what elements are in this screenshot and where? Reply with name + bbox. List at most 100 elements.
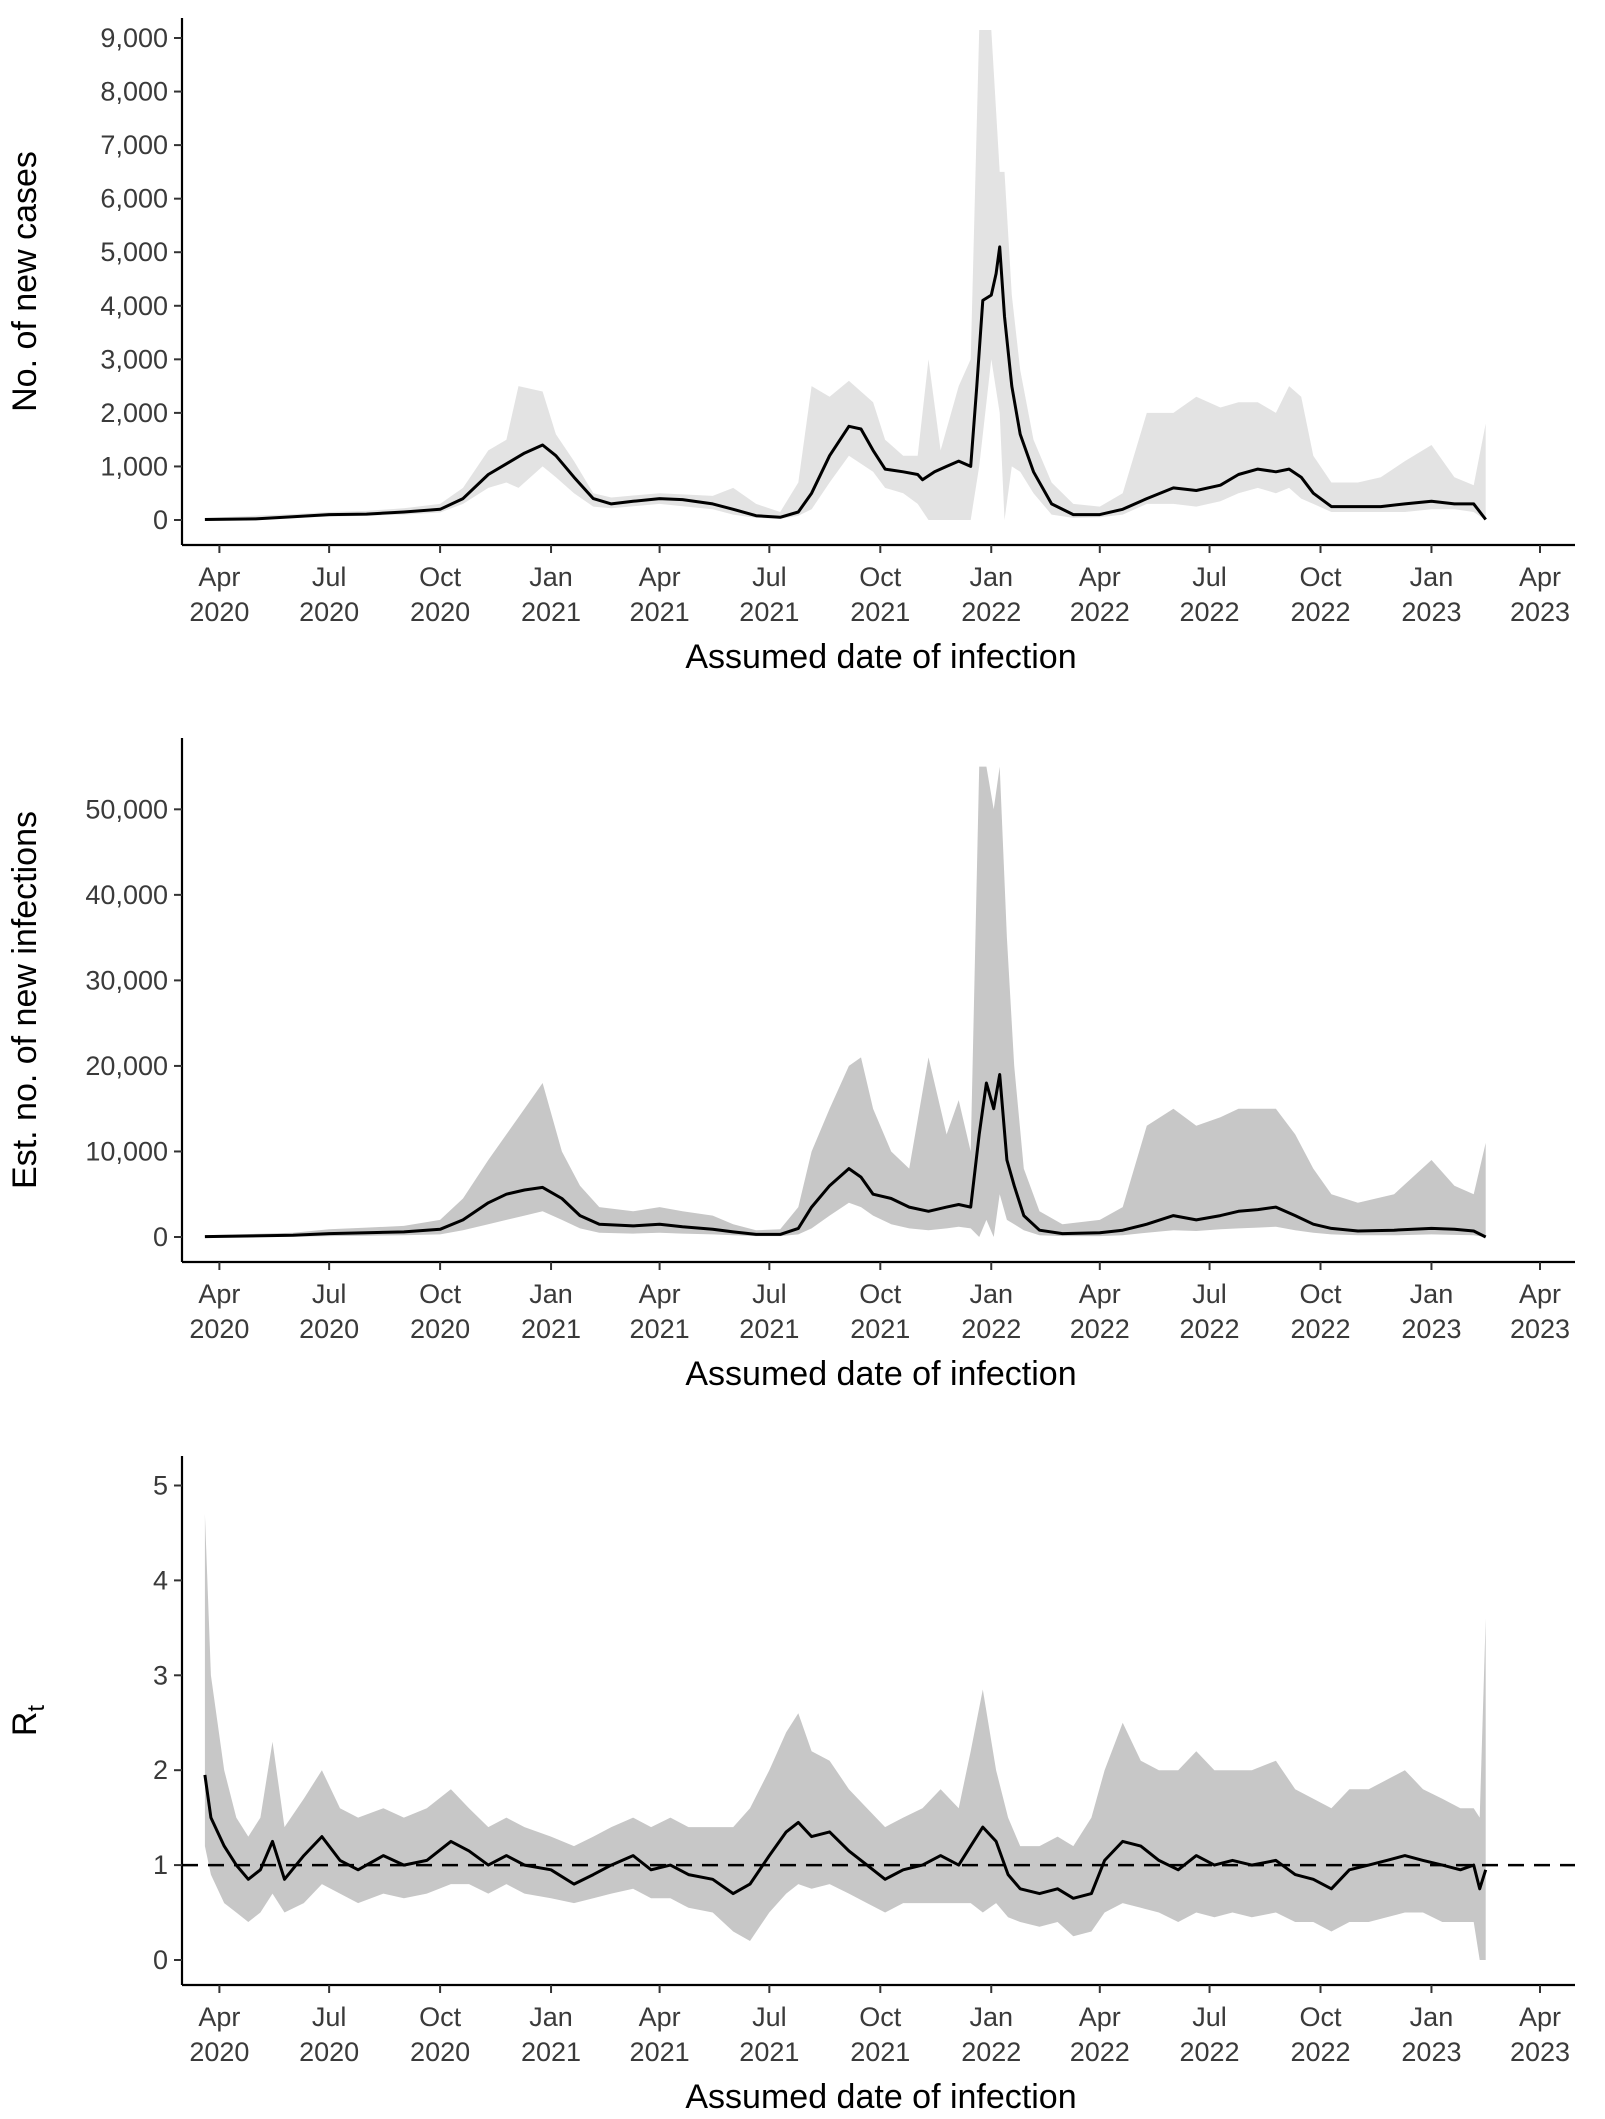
uncertainty-band	[204, 1514, 1486, 1960]
x-tick-month: Oct	[859, 562, 902, 592]
y-tick-label: 4	[153, 1565, 168, 1595]
x-tick-year: 2023	[1510, 1314, 1570, 1344]
y-axis-title: Rt	[6, 1705, 50, 1737]
x-tick-month: Oct	[859, 2002, 902, 2032]
x-axis-title: Assumed date of infection	[685, 2078, 1076, 2116]
x-tick-month: Jan	[529, 1279, 573, 1309]
x-tick-year: 2021	[630, 1314, 690, 1344]
rt-chart: 0 1 2 3 4 5 Apr 2020 Jul 2020 Oct 2020 Jan 2021 Apr 202…	[6, 1456, 1575, 2116]
y-tick-label: 2,000	[100, 398, 168, 428]
x-tick-month: Apr	[1079, 2002, 1121, 2032]
x-tick-month: Jul	[1192, 1279, 1227, 1309]
x-tick-year: 2021	[630, 597, 690, 627]
x-tick-year: 2020	[410, 597, 470, 627]
x-tick-month: Jul	[312, 2002, 347, 2032]
x-tick-year: 2022	[1180, 1314, 1240, 1344]
x-tick-year: 2020	[410, 2037, 470, 2067]
x-tick-month: Apr	[1519, 2002, 1561, 2032]
x-tick-month: Apr	[1519, 1279, 1561, 1309]
y-tick-label: 50,000	[85, 794, 168, 824]
x-tick-year: 2020	[189, 597, 249, 627]
x-tick-year: 2023	[1510, 2037, 1570, 2067]
y-tick-label: 3	[153, 1660, 168, 1690]
x-tick-month: Oct	[419, 562, 462, 592]
y-tick-label: 20,000	[85, 1051, 168, 1081]
x-tick-month: Apr	[198, 1279, 240, 1309]
x-tick-month: Jul	[752, 2002, 787, 2032]
x-tick-month: Oct	[1299, 2002, 1342, 2032]
y-tick-label: 5,000	[100, 237, 168, 267]
y-tick-label: 5	[153, 1470, 168, 1500]
x-tick-month: Jul	[752, 562, 787, 592]
y-tick-label: 4,000	[100, 291, 168, 321]
x-tick-year: 2021	[850, 1314, 910, 1344]
x-tick-month: Jan	[1410, 562, 1454, 592]
x-tick-year: 2022	[1070, 597, 1130, 627]
x-tick-month: Jul	[312, 1279, 347, 1309]
y-tick-label: 1	[153, 1850, 168, 1880]
uncertainty-band	[204, 766, 1486, 1237]
x-axis-title: Assumed date of infection	[685, 638, 1076, 676]
x-tick-year: 2022	[1180, 597, 1240, 627]
y-tick-label: 0	[153, 1945, 168, 1975]
x-tick-month: Apr	[1519, 562, 1561, 592]
y-tick-label: 30,000	[85, 965, 168, 995]
x-tick-year: 2023	[1401, 2037, 1461, 2067]
x-tick-year: 2021	[630, 2037, 690, 2067]
x-tick-year: 2021	[739, 597, 799, 627]
x-tick-year: 2020	[299, 2037, 359, 2067]
y-tick-label: 0	[153, 505, 168, 535]
x-tick-month: Jul	[1192, 562, 1227, 592]
x-tick-year: 2022	[1290, 597, 1350, 627]
x-tick-month: Jan	[969, 562, 1013, 592]
infections-chart: 0 10,000 20,000 30,000 40,000 50,000 Apr 2020 Ju…	[6, 738, 1575, 1393]
x-tick-month: Oct	[1299, 1279, 1342, 1309]
y-tick-label: 2	[153, 1755, 168, 1785]
x-tick-year: 2022	[1180, 2037, 1240, 2067]
x-tick-month: Jan	[1410, 1279, 1454, 1309]
x-tick-year: 2022	[1290, 2037, 1350, 2067]
y-tick-label: 40,000	[85, 880, 168, 910]
x-tick-year: 2022	[1070, 2037, 1130, 2067]
x-tick-year: 2022	[1290, 1314, 1350, 1344]
x-tick-month: Jul	[752, 1279, 787, 1309]
uncertainty-band	[204, 30, 1486, 520]
y-tick-label: 1,000	[100, 451, 168, 481]
x-tick-year: 2023	[1401, 597, 1461, 627]
x-tick-year: 2022	[961, 597, 1021, 627]
x-tick-year: 2020	[410, 1314, 470, 1344]
x-tick-year: 2021	[739, 2037, 799, 2067]
x-tick-month: Oct	[419, 1279, 462, 1309]
x-tick-month: Apr	[639, 2002, 681, 2032]
x-tick-year: 2021	[521, 597, 581, 627]
x-tick-year: 2020	[189, 1314, 249, 1344]
y-axis-title-subscript: t	[23, 1705, 50, 1712]
x-tick-month: Jan	[969, 1279, 1013, 1309]
x-axis-title: Assumed date of infection	[685, 1355, 1076, 1393]
x-tick-month: Apr	[639, 1279, 681, 1309]
x-tick-month: Apr	[198, 562, 240, 592]
estimate-line	[204, 1073, 1487, 1239]
x-tick-year: 2021	[850, 2037, 910, 2067]
x-tick-year: 2023	[1401, 1314, 1461, 1344]
x-tick-year: 2020	[299, 597, 359, 627]
x-tick-year: 2023	[1510, 597, 1570, 627]
x-tick-year: 2022	[961, 1314, 1021, 1344]
x-tick-year: 2020	[189, 2037, 249, 2067]
y-tick-label: 9,000	[100, 23, 168, 53]
y-tick-label: 10,000	[85, 1136, 168, 1166]
y-axis-title: Est. no. of new infections	[6, 811, 44, 1189]
y-tick-label: 3,000	[100, 344, 168, 374]
x-tick-month: Apr	[1079, 562, 1121, 592]
x-tick-year: 2021	[850, 597, 910, 627]
x-tick-month: Oct	[1299, 562, 1342, 592]
x-tick-month: Jan	[969, 2002, 1013, 2032]
x-tick-year: 2021	[521, 1314, 581, 1344]
estimate-line	[204, 245, 1487, 521]
y-axis-title-main: R	[6, 1712, 44, 1737]
x-tick-month: Jan	[529, 562, 573, 592]
x-tick-year: 2021	[521, 2037, 581, 2067]
y-tick-label: 7,000	[100, 130, 168, 160]
x-tick-month: Oct	[419, 2002, 462, 2032]
